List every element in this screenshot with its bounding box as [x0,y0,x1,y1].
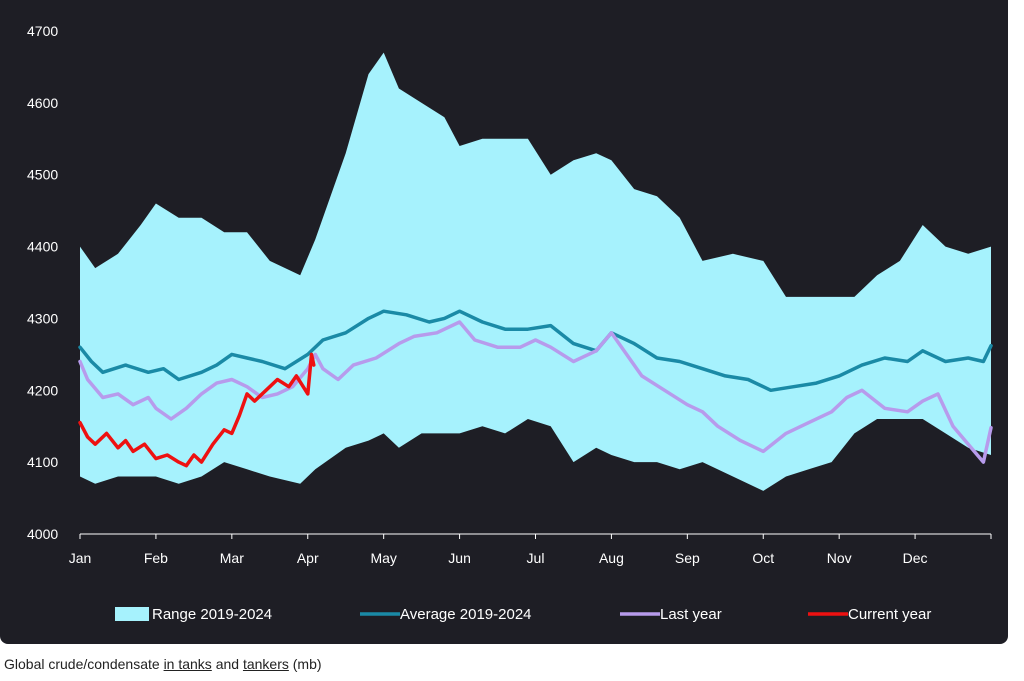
legend-label-average-2019-2024: Average 2019-2024 [400,606,532,623]
legend-label-last-year: Last year [660,606,722,623]
y-tick-labels: 4000 4100 4200 4300 4400 4500 4600 4700 [27,23,58,542]
caption-middle: and [211,656,243,672]
legend-label-current-year: Current year [848,606,931,623]
stock-chart: 4000 4100 4200 4300 4400 4500 4600 4700 Jan Feb M… [27,23,993,623]
legend: Range 2019-2024 Average 2019-2024 Last yea… [115,606,931,623]
y-tick-label: 4300 [27,310,58,326]
legend-label-range-2019-2024: Range 2019-2024 [152,606,272,623]
y-tick-label: 4500 [27,167,58,183]
y-tick-label: 4200 [27,382,58,398]
tankers-link[interactable]: tankers [242,656,289,672]
x-tick-label: Sep [675,550,700,566]
series-lines-layer [78,309,993,468]
x-tick-labels: Jan Feb Mar Apr May Jun Jul Aug Sep Oct Nov Dec [69,534,992,566]
chart-caption: Global crude/condensate in tanks and tan… [4,656,322,672]
y-tick-label: 4000 [27,526,58,542]
x-tick-label: Nov [827,550,852,566]
y-tick-label: 4400 [27,239,58,255]
current-year-line [78,352,316,468]
x-tick-label: Jun [448,550,471,566]
x-tick-label: Aug [599,550,624,566]
average-2019-2024-line [78,309,993,393]
x-tick-label: Oct [752,550,774,566]
caption-suffix: (mb) [288,656,322,672]
y-tick-label: 4100 [27,454,58,470]
in-tanks-link[interactable]: in tanks [163,656,212,672]
caption-prefix: Global crude/condensate [4,656,164,672]
x-tick-label: May [370,550,396,566]
last-year-line [78,320,993,464]
y-tick-label: 4700 [27,23,58,39]
x-tick-label: Mar [220,550,244,566]
x-tick-label: Jan [69,550,92,566]
range-2019-2024-band [80,52,991,491]
legend-swatch-range-2019-2024 [115,607,149,621]
y-tick-label: 4600 [27,95,58,111]
chart-panel: 4000 4100 4200 4300 4400 4500 4600 4700 Jan Feb M… [0,0,1008,644]
x-tick-label: Apr [297,550,319,566]
x-tick-label: Dec [903,550,928,566]
x-tick-label: Feb [144,550,168,566]
range-band-layer [80,52,991,491]
x-tick-label: Jul [527,550,545,566]
